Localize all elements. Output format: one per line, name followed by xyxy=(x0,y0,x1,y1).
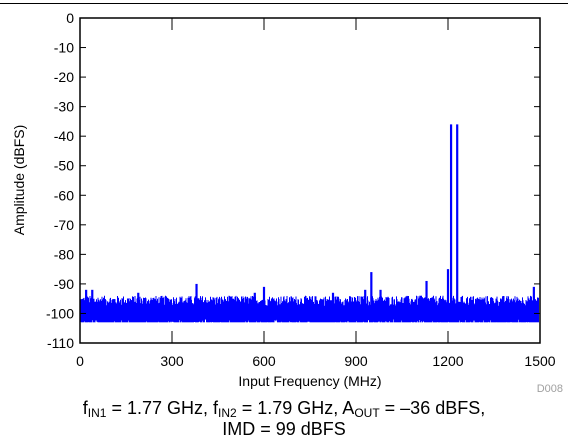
y-tick-label: -50 xyxy=(54,158,74,174)
a-out-subscript: OUT xyxy=(354,406,380,420)
y-tick-label: -20 xyxy=(54,69,74,85)
f-in1-value: = 1.77 GHz, xyxy=(106,398,214,418)
x-axis-title: Input Frequency (MHz) xyxy=(238,373,381,389)
f-in1-symbol: f xyxy=(82,398,88,418)
y-tick-label: -110 xyxy=(47,335,74,351)
y-tick-label: -100 xyxy=(46,305,74,321)
caption-line-2: IMD = 99 dBFS xyxy=(222,419,346,439)
data-layer xyxy=(80,124,539,343)
x-tick-label: 1200 xyxy=(432,353,463,369)
a-out-value: = –36 dBFS, xyxy=(379,398,486,418)
figure-id: D008 xyxy=(537,383,563,395)
x-tick-label: 600 xyxy=(252,353,276,369)
f-in2-symbol: f xyxy=(213,398,219,418)
x-tick-label: 300 xyxy=(160,353,184,369)
y-tick-label: -90 xyxy=(54,276,74,292)
chart-caption: fIN1 = 1.77 GHz, fIN2 = 1.79 GHz, AOUT =… xyxy=(20,398,548,440)
y-tick-label: 0 xyxy=(66,10,74,26)
x-tick-label: 1500 xyxy=(524,353,555,369)
y-tick-label: -60 xyxy=(54,187,74,203)
below-floor xyxy=(81,322,539,343)
ticks-layer xyxy=(80,18,540,343)
caption-line-1: fIN1 = 1.77 GHz, fIN2 = 1.79 GHz, AOUT =… xyxy=(20,398,548,419)
top-rule xyxy=(0,3,568,4)
f-in2-value: = 1.79 GHz, xyxy=(236,398,343,418)
x-tick-label: 0 xyxy=(76,353,84,369)
y-axis-title: Amplitude (dBFS) xyxy=(11,125,27,235)
a-out-symbol: A xyxy=(342,398,355,418)
y-tick-label: -10 xyxy=(54,40,74,56)
y-tick-label: -30 xyxy=(54,99,74,115)
y-tick-label: -70 xyxy=(54,217,74,233)
x-tick-label: 900 xyxy=(344,353,368,369)
y-tick-label: -80 xyxy=(54,246,74,262)
noise-floor-trace xyxy=(80,295,539,329)
y-tick-label: -40 xyxy=(54,128,74,144)
f-in1-subscript: IN1 xyxy=(87,406,107,420)
plot-frame xyxy=(79,17,541,344)
f-in2-subscript: IN2 xyxy=(218,406,237,420)
